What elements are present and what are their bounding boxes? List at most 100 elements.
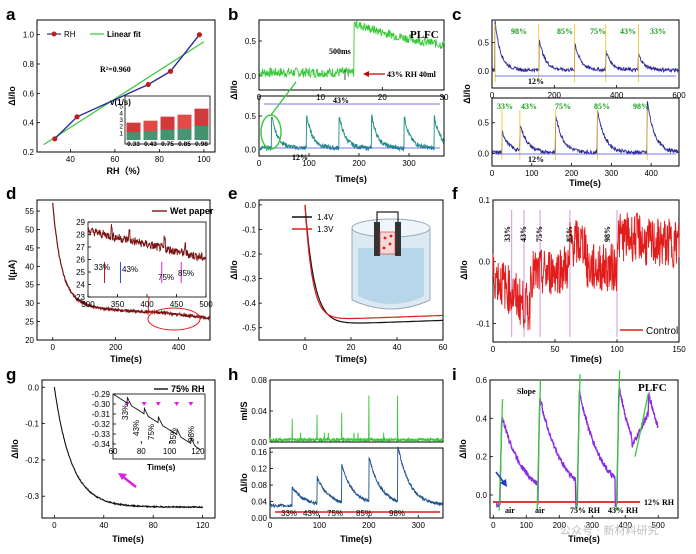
panel-e-ticks: 0 20 40 60 0.0 -0.1 -0.2 -0.3 -0.4 -0.5 xyxy=(242,201,448,352)
b-top-xtick-label-0: 0 xyxy=(257,93,262,102)
c-top-xtick-label-2: 400 xyxy=(610,91,624,100)
panel-c-bot-l1: 43% xyxy=(521,102,537,111)
panel-c-top-l2: 75% xyxy=(590,27,606,36)
panel-i-slopes xyxy=(498,370,649,511)
d-xtick-label-1: 200 xyxy=(109,343,123,352)
g-inset-xtick-label-2: 100 xyxy=(163,447,177,456)
panel-h-l3: 85% xyxy=(356,509,372,518)
panel-c-bot-base: 12% xyxy=(528,155,544,164)
panel-f-xlabel: Time(s) xyxy=(570,354,602,364)
panel-a-ylabel: ΔI/Io xyxy=(7,86,17,106)
panel-a-points xyxy=(52,32,203,142)
g-inset-ytick-label-1: -0.30 xyxy=(92,400,111,409)
panel-f-l1: 43% xyxy=(519,226,528,242)
panel-f-trace xyxy=(492,212,680,331)
panel-c-bot-l3: 85% xyxy=(594,102,610,111)
i-xtick-label-2: 200 xyxy=(553,521,567,530)
g-inset-xtick-label-3: 120 xyxy=(191,447,205,456)
b-bot-ytick-label-1: 0.5 xyxy=(245,112,257,121)
a-ytick-label-1: 0.4 xyxy=(23,119,35,128)
panel-f-ylabel: ΔI/Io xyxy=(459,260,469,280)
c-bot-xtick-label-2: 200 xyxy=(565,169,579,178)
panel-b-xlabel: Time(s) xyxy=(335,174,367,184)
panel-h-top-ylabel: mI/S xyxy=(239,401,249,420)
panel-a-xlabel: RH（%） xyxy=(106,166,145,176)
legend-rh-label: RH xyxy=(64,30,76,39)
panel-e: 0 20 40 60 0.0 -0.1 -0.2 -0.3 -0.4 -0.5 1.4V 1.3V… xyxy=(229,199,448,364)
panel-d-frame xyxy=(36,199,211,341)
panel-g-trace xyxy=(53,386,203,509)
panel-e-ylabel: ΔI/Io xyxy=(229,260,239,280)
panel-f: 0 50 100 150-0.10.00.1 33% 43% 75% 85% 98% … xyxy=(459,196,686,364)
b-bot-xtick-label-3: 300 xyxy=(402,159,416,168)
d-ytick-label-6: 50 xyxy=(25,225,34,234)
d-ytick-label-5: 45 xyxy=(25,244,34,253)
g-xtick-label-0: 0 xyxy=(52,521,57,530)
h-top-ytick-label-2: 0.08 xyxy=(251,376,267,385)
h-top-ytick-label-1: 0.04 xyxy=(251,407,267,416)
panel-b: 0 10 20 30 0.0 0.5 0 100 200 300 0.0 0.5 PLFC 500ms… xyxy=(229,19,449,184)
d-inset-xtick-label-3: 450 xyxy=(170,300,184,309)
panel-c-bot-l0: 33% xyxy=(497,102,513,111)
a-inset-bar-base-1 xyxy=(143,131,158,140)
panel-e-trace-1p3 xyxy=(304,204,444,320)
i-ytick-label-3: 0.6 xyxy=(476,376,488,385)
g-inset-ytick-label-4: -0.33 xyxy=(92,430,111,439)
panel-h-l0: 33% xyxy=(281,509,297,518)
d-ytick-label-2: 30 xyxy=(25,299,34,308)
h-bot-ytick-label-3: 0.12 xyxy=(251,465,267,474)
a-inset-bar-base-3 xyxy=(177,128,192,140)
panel-a-ticks: 40 60 80 100 0.2 0.4 0.6 0.8 1.0 xyxy=(23,31,211,164)
panel-c-label: c xyxy=(452,5,461,24)
f-xtick-label-1: 50 xyxy=(551,345,560,354)
b-top-xtick-label-1: 10 xyxy=(316,93,325,102)
d-ytick-label-7: 55 xyxy=(25,207,34,216)
panel-d-label: d xyxy=(6,184,16,203)
e-ytick-label-3: -0.3 xyxy=(242,275,256,284)
f-xtick-label-3: 150 xyxy=(672,345,686,354)
b-bot-xtick-label-0: 0 xyxy=(257,159,262,168)
panel-f-l0: 33% xyxy=(503,226,512,242)
d-inset-ytick-label-4: 27 xyxy=(76,243,85,252)
c-bot-xtick-label-4: 400 xyxy=(644,169,658,178)
c-top-xtick-label-3: 600 xyxy=(672,91,686,100)
panel-d-inset-trace xyxy=(87,223,207,262)
panel-b-ylabel: ΔI/Io xyxy=(229,80,239,100)
g-ytick-label-0: 0.0 xyxy=(28,383,40,392)
panel-b-bottom-frame xyxy=(258,95,445,157)
g-ytick-label-1: -0.1 xyxy=(25,420,39,429)
a-inset-bar-base-4 xyxy=(194,125,209,140)
a-ytick-label-0: 0.2 xyxy=(23,148,35,157)
panel-d: 0 200 400 20 25 30 35 40 45 50 55 Wet paper 300 350… xyxy=(7,199,214,364)
i-slope-line-1 xyxy=(536,379,542,511)
a-point-1 xyxy=(74,114,80,120)
h-bot-xtick-label-2: 200 xyxy=(362,521,376,530)
a-point-4 xyxy=(196,32,203,38)
panel-i-xlabel: Time(s) xyxy=(568,534,600,544)
i-xtick-label-3: 300 xyxy=(586,521,600,530)
d-inset-xtick-label-0: 300 xyxy=(81,300,95,309)
g-ytick-label-3: -0.3 xyxy=(25,492,39,501)
a-inset-cat-4: 0.98 xyxy=(195,141,208,148)
panel-g: 0 40 80 120 0.0 -0.1 -0.2 -0.3 75% RH 60 80 100 12… xyxy=(10,379,216,544)
panel-d-trace xyxy=(52,202,211,321)
panel-d-xlabel: Time(s) xyxy=(110,354,142,364)
panel-a: 40 60 80 100 0.2 0.4 0.6 0.8 1.0 RH Linear fit R… xyxy=(7,19,216,176)
f-ytick-label-2: 0.1 xyxy=(479,196,491,205)
a-inset-cat-2: 0.75 xyxy=(161,141,174,148)
c-top-ytick-label-1: 0.5 xyxy=(478,39,490,48)
b-top-xtick-label-3: 30 xyxy=(440,93,449,102)
legend-1p4-label: 1.4V xyxy=(317,213,334,222)
panel-f-l4: 98% xyxy=(603,226,612,242)
d-inset-ytick-label-0: 23 xyxy=(76,293,85,302)
panel-d-inset-l3: 85% xyxy=(178,269,194,278)
panel-b-top-frame xyxy=(258,19,445,91)
d-ytick-label-1: 25 xyxy=(25,318,34,327)
panel-c-bottom-trace xyxy=(491,101,680,156)
panel-d-inset-l2: 75% xyxy=(158,273,174,282)
panel-c-bottom-frame xyxy=(491,97,680,167)
panel-g-inset-trace xyxy=(112,393,201,450)
c-top-xtick-label-0: 0 xyxy=(490,91,495,100)
panel-h-top-frame xyxy=(269,379,444,443)
